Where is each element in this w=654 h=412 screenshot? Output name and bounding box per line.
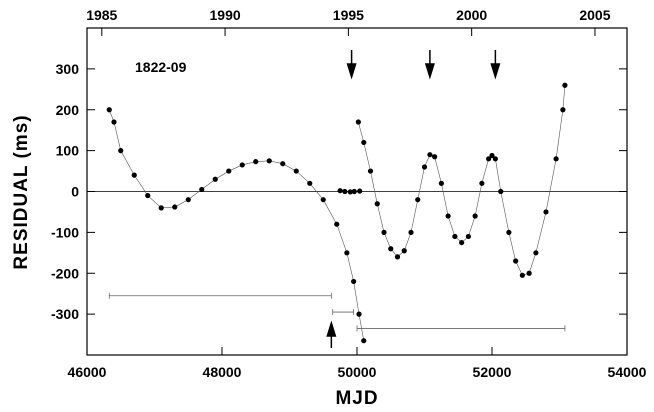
data-point (465, 233, 471, 240)
fit-range (108, 292, 332, 299)
data-point (106, 107, 112, 113)
y-tick-label: 200 (56, 102, 80, 118)
data-point (506, 229, 512, 235)
glitch-arrow (424, 50, 435, 80)
data-point (526, 270, 532, 276)
data-point (519, 272, 525, 278)
data-point (344, 250, 350, 256)
data-point (543, 209, 549, 215)
data-point (111, 119, 117, 125)
data-point (158, 205, 164, 211)
data-point (513, 258, 519, 264)
data-point (307, 180, 313, 186)
glitch-arrow (346, 50, 357, 80)
data-point (351, 278, 357, 285)
data-point (479, 180, 485, 186)
data-point (388, 246, 394, 252)
data-point (498, 188, 504, 195)
data-point (492, 156, 498, 162)
x2-tick-label: 1990 (210, 7, 241, 23)
data-point (118, 148, 124, 154)
x2-tick-label: 2005 (579, 7, 610, 23)
data-point (293, 168, 299, 174)
x-tick-label: 48000 (203, 364, 242, 380)
data-point (356, 311, 362, 317)
y-tick-label: 0 (71, 184, 79, 200)
data-point (472, 213, 478, 219)
data-point (452, 233, 458, 240)
x-tick-label: 50000 (338, 364, 377, 380)
data-point (361, 338, 367, 344)
data-point (381, 229, 387, 235)
glitch-arrow (326, 320, 337, 348)
data-point (280, 161, 286, 167)
data-point (367, 168, 374, 174)
data-point (266, 158, 272, 164)
data-point (427, 152, 433, 158)
data-point (533, 250, 539, 256)
data-point (212, 176, 218, 182)
data-point (415, 197, 421, 203)
data-point (401, 248, 407, 254)
data-point (320, 197, 326, 203)
data-point (172, 204, 178, 210)
data-point (432, 154, 438, 160)
data-point (489, 152, 495, 159)
y-tick-label: 300 (56, 61, 80, 77)
data-point (347, 189, 353, 195)
data-point (560, 107, 566, 113)
data-point (445, 213, 451, 219)
data-point (394, 254, 401, 260)
data-point (421, 164, 428, 170)
data-point (131, 172, 137, 178)
data-point (145, 192, 151, 199)
fit-range (356, 325, 566, 332)
data-point (486, 156, 492, 162)
data-point (553, 156, 559, 162)
data-point (459, 239, 465, 246)
x2-tick-label: 1985 (86, 7, 117, 23)
data-point (355, 119, 361, 125)
y-tick-label: -200 (51, 265, 79, 281)
data-point (185, 197, 191, 203)
x-tick-label: 46000 (68, 364, 107, 380)
data-point (374, 201, 380, 207)
data-point (337, 188, 343, 194)
data-point (253, 159, 259, 165)
x-axis-label: MJD (335, 388, 378, 409)
x2-tick-label: 1995 (333, 7, 364, 23)
data-point (226, 168, 232, 174)
data-point (408, 229, 414, 235)
pulsar-label: 1822-09 (135, 59, 187, 75)
y-axis-label: RESIDUAL (ms) (11, 114, 32, 269)
x2-tick-label: 2000 (456, 7, 487, 23)
data-point (438, 180, 444, 186)
data-point (342, 188, 348, 195)
y-tick-label: -300 (51, 306, 79, 322)
data-point (239, 162, 245, 168)
data-point (361, 139, 367, 146)
glitch-arrow (490, 50, 501, 80)
data-point (357, 188, 363, 194)
x-tick-label: 52000 (473, 364, 512, 380)
data-point (334, 221, 340, 227)
data-point (562, 82, 568, 88)
data-point (199, 186, 205, 193)
fit-range (332, 309, 355, 316)
y-tick-label: -100 (51, 224, 79, 240)
x-tick-label: 54000 (608, 364, 647, 380)
data-point (351, 188, 357, 195)
connecting-line (108, 109, 365, 341)
y-tick-label: 100 (56, 143, 80, 159)
